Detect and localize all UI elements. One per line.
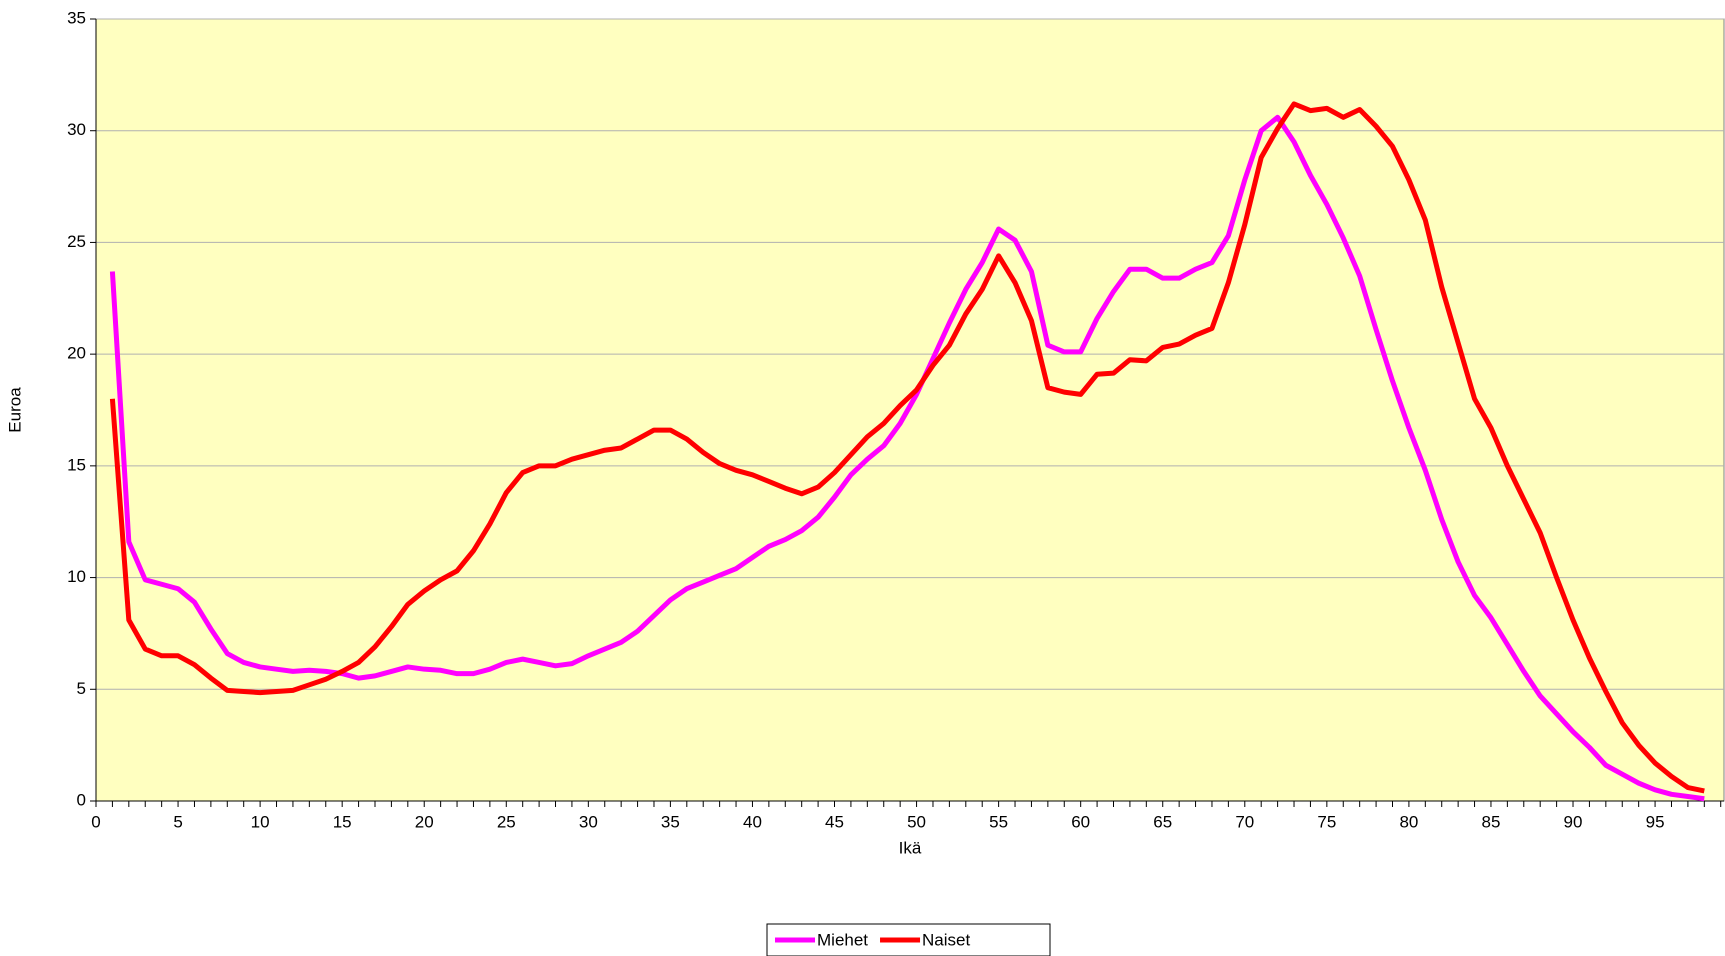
x-tick-label: 10: [251, 812, 270, 831]
x-tick-label: 15: [333, 812, 352, 831]
x-tick-label: 65: [1153, 812, 1172, 831]
x-tick-label: 0: [91, 812, 100, 831]
x-tick-label: 5: [173, 812, 182, 831]
y-tick-label: 35: [67, 8, 86, 27]
x-tick-label: 30: [579, 812, 598, 831]
x-tick-label: 20: [415, 812, 434, 831]
y-tick-label: 5: [77, 679, 86, 698]
x-tick-label: 50: [907, 812, 926, 831]
y-tick-label: 10: [67, 567, 86, 586]
x-tick-label: 85: [1481, 812, 1500, 831]
x-tick-label: 45: [825, 812, 844, 831]
y-tick-label: 15: [67, 455, 86, 474]
legend-label: Miehet: [817, 930, 868, 949]
y-tick-label: 0: [77, 790, 86, 809]
x-tick-label: 55: [989, 812, 1008, 831]
x-tick-label: 75: [1317, 812, 1336, 831]
x-axis-label: Ikä: [899, 838, 922, 857]
legend-label: Naiset: [922, 930, 970, 949]
series-line: [109, 114, 1705, 802]
x-tick-label: 60: [1071, 812, 1090, 831]
x-tick-label: 40: [743, 812, 762, 831]
x-tick-label: 90: [1564, 812, 1583, 831]
y-tick-label: 25: [67, 232, 86, 251]
y-tick-label: 30: [67, 120, 86, 139]
x-tick-label: 35: [661, 812, 680, 831]
x-tick-label: 25: [497, 812, 516, 831]
x-tick-label: 70: [1235, 812, 1254, 831]
x-tick-label: 95: [1646, 812, 1665, 831]
series-line: [109, 101, 1705, 794]
y-axis-label: Euroa: [5, 387, 24, 433]
y-tick-label: 20: [67, 344, 86, 363]
x-tick-label: 80: [1399, 812, 1418, 831]
